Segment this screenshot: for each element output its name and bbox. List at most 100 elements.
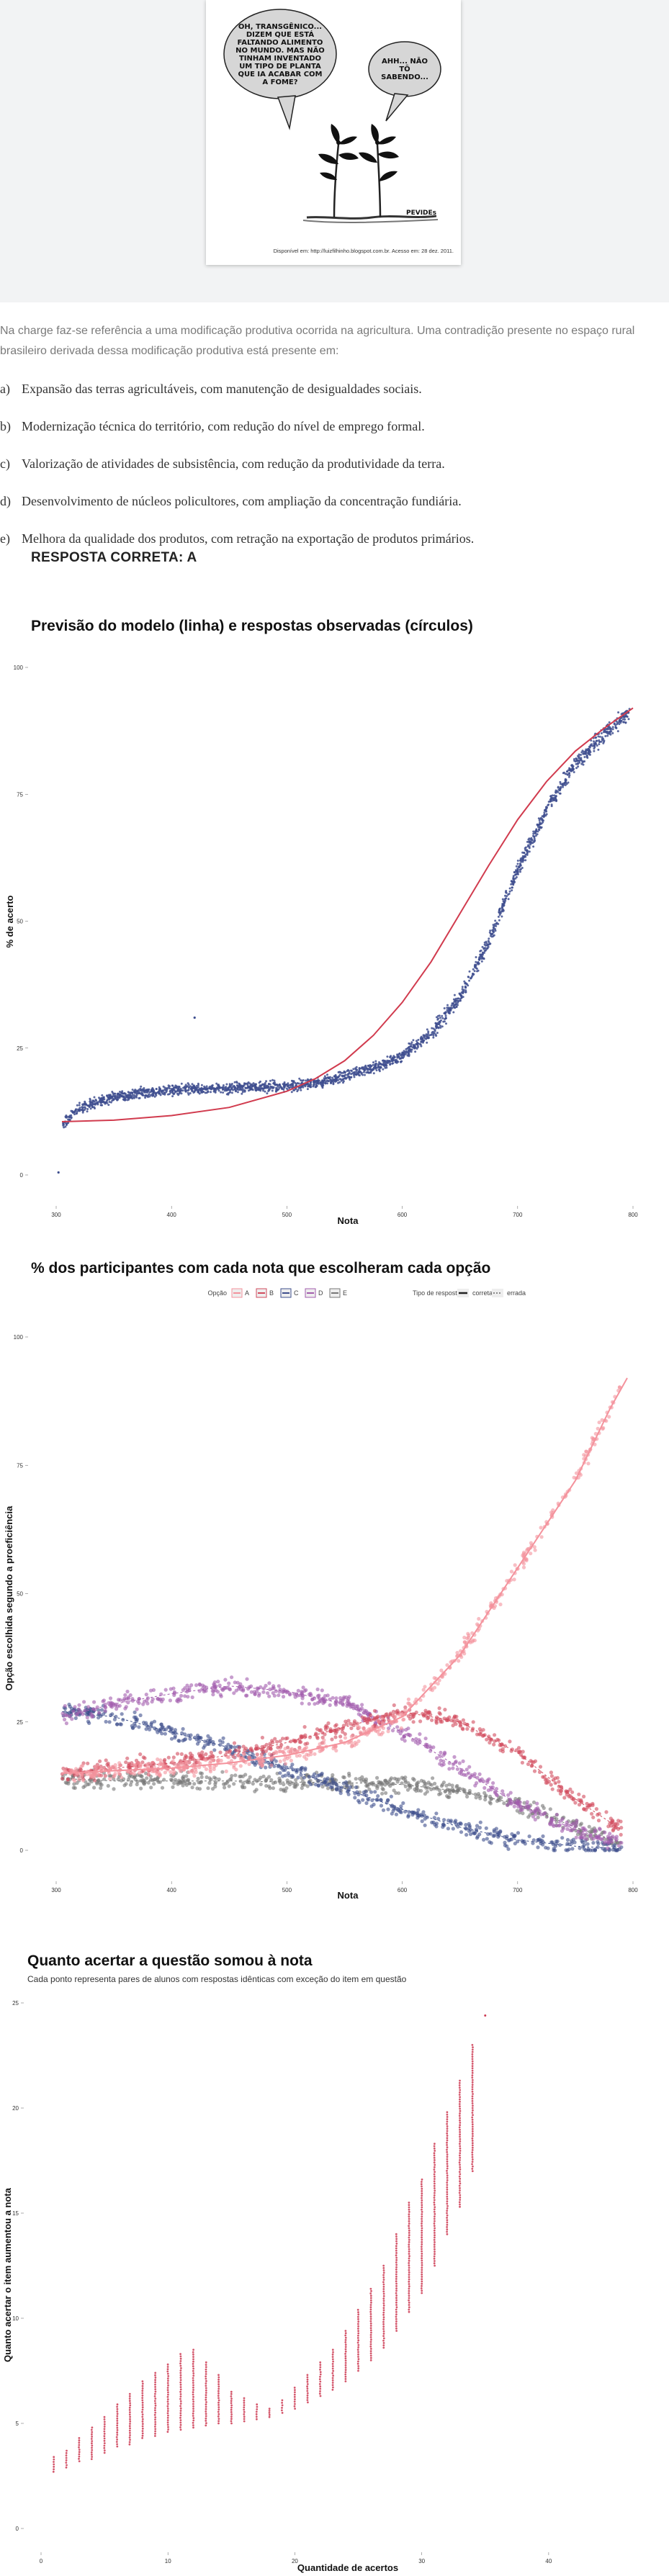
series-point <box>99 1785 103 1791</box>
series-point <box>493 1604 498 1608</box>
series-point <box>208 1765 212 1770</box>
observed-point <box>341 1078 344 1081</box>
series-point <box>398 1713 402 1717</box>
series-point <box>218 1750 223 1755</box>
observed-point <box>598 743 601 746</box>
observed-point <box>432 1036 435 1039</box>
observed-point <box>215 1087 217 1090</box>
observed-point <box>507 893 510 896</box>
series-point <box>417 1738 421 1742</box>
observed-point <box>603 739 606 742</box>
series-point <box>217 1777 221 1781</box>
series-point <box>216 1690 220 1694</box>
series-point <box>213 1782 217 1786</box>
series-point <box>406 1697 411 1701</box>
observed-outlier <box>193 1016 196 1019</box>
observed-point <box>510 883 513 886</box>
series-point <box>464 1827 469 1831</box>
increase-point <box>78 2453 81 2456</box>
observed-point <box>611 731 614 734</box>
series-point <box>538 1765 543 1769</box>
observed-point <box>305 1079 307 1082</box>
series-point <box>204 1767 209 1771</box>
observed-point <box>321 1085 324 1088</box>
observed-point <box>119 1091 121 1093</box>
series-point <box>498 1748 503 1752</box>
series-point <box>439 1784 444 1788</box>
observed-point <box>266 1092 269 1095</box>
increase-point <box>78 2437 81 2439</box>
series-point <box>223 1677 228 1682</box>
observed-point <box>217 1088 220 1091</box>
observed-point <box>141 1094 144 1096</box>
series-point <box>407 1732 411 1737</box>
series-point <box>582 1453 586 1457</box>
series-point <box>163 1731 167 1736</box>
series-point <box>523 1842 527 1846</box>
series-point <box>561 1827 565 1831</box>
observed-point <box>378 1061 380 1063</box>
observed-point <box>533 840 535 843</box>
series-point <box>459 1723 463 1727</box>
series-point <box>96 1716 101 1720</box>
observed-point <box>145 1094 148 1096</box>
series-point <box>339 1739 344 1744</box>
observed-point <box>287 1084 290 1086</box>
series-point <box>451 1724 455 1728</box>
series-point <box>212 1689 216 1693</box>
x-tick-label: 20 <box>292 2558 298 2564</box>
series-point <box>176 1697 180 1701</box>
series-point <box>251 1781 255 1786</box>
observed-point <box>78 1102 81 1104</box>
observed-point <box>503 901 506 904</box>
observed-point <box>189 1085 192 1088</box>
observed-point <box>121 1090 124 1093</box>
series-point <box>567 1823 571 1827</box>
series-point <box>485 1737 489 1742</box>
series-point <box>211 1739 215 1744</box>
observed-point <box>294 1081 297 1084</box>
observed-point <box>318 1079 320 1082</box>
series-point <box>410 1810 415 1814</box>
observed-point <box>535 828 538 831</box>
series-point <box>237 1749 241 1753</box>
series-point <box>478 1820 482 1824</box>
series-point <box>245 1693 249 1698</box>
series-point <box>570 1839 574 1843</box>
series-point <box>228 1744 233 1749</box>
observed-point <box>279 1084 282 1087</box>
series-point <box>135 1707 139 1711</box>
series-point <box>145 1776 149 1780</box>
observed-point <box>358 1071 361 1073</box>
observed-point <box>443 1020 446 1023</box>
series-point <box>539 1838 544 1842</box>
series-point <box>103 1702 107 1706</box>
observed-point <box>330 1081 332 1084</box>
increase-point <box>91 2442 93 2445</box>
observed-point <box>473 966 476 968</box>
observed-point <box>252 1082 255 1085</box>
observed-point <box>498 914 501 917</box>
series-point <box>294 1739 298 1743</box>
series-point <box>273 1737 277 1741</box>
series-point <box>207 1780 212 1785</box>
series-point <box>464 1773 468 1778</box>
observed-point <box>414 1050 417 1053</box>
observed-point <box>72 1111 75 1114</box>
option-b: b) Modernização técnica do território, co… <box>0 419 669 434</box>
series-point <box>160 1785 165 1790</box>
observed-point <box>516 863 519 865</box>
series-point <box>333 1724 338 1728</box>
series-point <box>237 1746 241 1750</box>
series-point <box>171 1755 176 1760</box>
observed-point <box>516 860 519 862</box>
observed-point <box>439 1026 442 1029</box>
observed-point <box>475 968 478 970</box>
x-tick-label: 30 <box>418 2558 425 2564</box>
observed-point <box>481 955 484 958</box>
observed-point <box>125 1099 127 1102</box>
series-point <box>230 1751 235 1755</box>
observed-point <box>184 1084 187 1086</box>
series-point <box>464 1767 469 1772</box>
series-point <box>432 1685 437 1690</box>
